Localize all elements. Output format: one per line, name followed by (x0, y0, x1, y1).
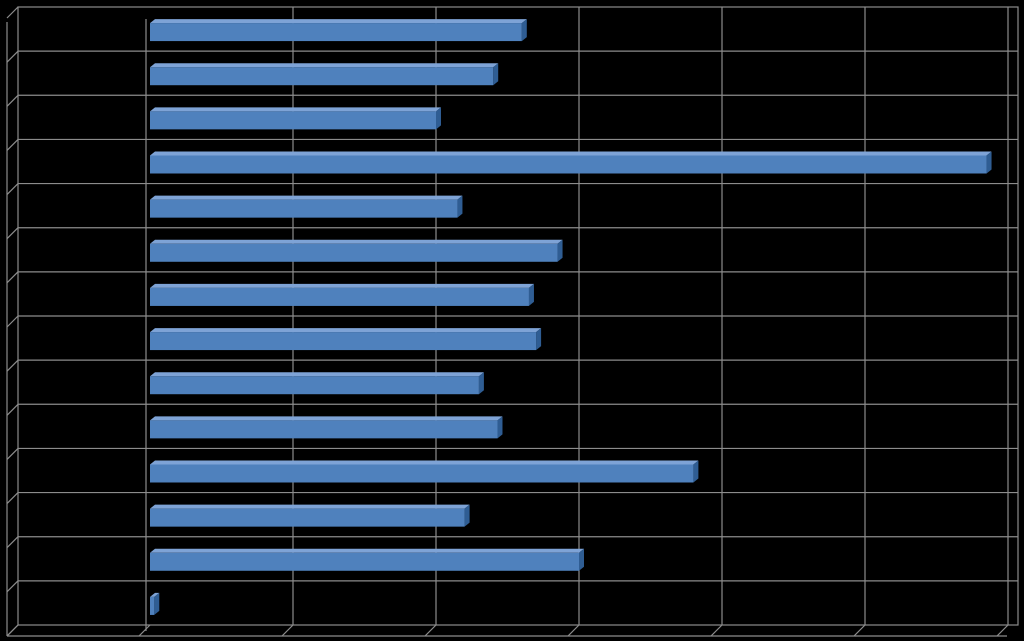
floor-gridline (853, 624, 866, 637)
bar-top-face (150, 328, 542, 333)
bar-side-face (464, 504, 470, 527)
bar-top-face (150, 19, 527, 24)
side-wall-gridline (6, 403, 19, 416)
bar-side-face (493, 63, 499, 86)
bar-front-face (150, 376, 479, 395)
bar-side-face (436, 107, 441, 130)
side-wall-gridline (6, 580, 19, 593)
bar-top-face (150, 283, 534, 288)
side-wall-gridline (6, 6, 19, 19)
bar-front-face (150, 332, 537, 351)
side-wall-gridline (6, 536, 19, 549)
grid-lines (6, 6, 1019, 637)
bar-top-face (150, 504, 470, 509)
bar (150, 592, 160, 615)
bar-top-face (150, 416, 503, 421)
bar (150, 239, 563, 262)
bar-side-face (557, 239, 563, 262)
bar-top-face (150, 151, 992, 156)
bar (150, 460, 699, 483)
bar (150, 416, 503, 439)
floor-gridline (996, 624, 1009, 637)
bar-side-face (536, 328, 542, 351)
floor-gridline (138, 624, 151, 637)
side-wall-gridline (6, 50, 19, 63)
bar-top-face (150, 239, 563, 244)
bar-side-face (457, 195, 463, 218)
bar (150, 372, 484, 395)
bar-side-face (154, 592, 160, 615)
bar (150, 328, 542, 351)
bar-series (150, 19, 992, 615)
bar-front-face (150, 111, 436, 130)
bar (150, 19, 527, 42)
side-wall-gridline (6, 271, 19, 284)
side-wall-gridline (6, 448, 19, 460)
bar-front-face (150, 464, 694, 483)
bar (150, 504, 470, 527)
floor-gridline (567, 624, 580, 637)
bar-side-face (521, 19, 527, 42)
bar-top-face (150, 592, 160, 597)
bar-side-face (528, 283, 534, 306)
side-wall-gridline (6, 94, 19, 107)
bar (150, 107, 441, 130)
bar-side-face (497, 416, 503, 439)
bar-front-face (150, 552, 579, 571)
bar (150, 195, 463, 218)
bar-top-face (150, 372, 484, 377)
bar-top-face (150, 195, 463, 200)
side-wall-gridline (6, 139, 19, 151)
side-wall-gridline (6, 183, 19, 195)
bar-front-face (150, 243, 558, 262)
bar-front-face (150, 23, 522, 42)
bar-front-face (150, 287, 529, 306)
bar-top-face (150, 63, 499, 68)
bar-side-face (579, 548, 584, 571)
side-wall-gridline (6, 359, 19, 372)
floor-gridline (424, 624, 437, 637)
bar (150, 283, 534, 306)
bar-front-face (150, 199, 458, 218)
bar-front-face (150, 67, 494, 86)
bar-front-face (150, 155, 987, 174)
bar-top-face (150, 460, 699, 465)
bar-top-face (150, 548, 584, 553)
bar (150, 151, 992, 174)
bar-side-face (986, 151, 992, 174)
side-wall-gridline (6, 227, 19, 240)
bar (150, 63, 499, 86)
bar-side-face (478, 372, 484, 395)
bar-side-face (693, 460, 699, 483)
side-wall-gridline (6, 315, 19, 328)
floor-gridline (710, 624, 723, 637)
bar-front-face (150, 508, 465, 527)
side-wall-gridline (6, 624, 19, 637)
floor-gridline (281, 624, 294, 637)
bar-top-face (150, 107, 441, 112)
bar-front-face (150, 420, 498, 439)
bar-front-face (150, 596, 155, 615)
side-wall-gridline (6, 492, 19, 504)
bar (150, 548, 584, 571)
